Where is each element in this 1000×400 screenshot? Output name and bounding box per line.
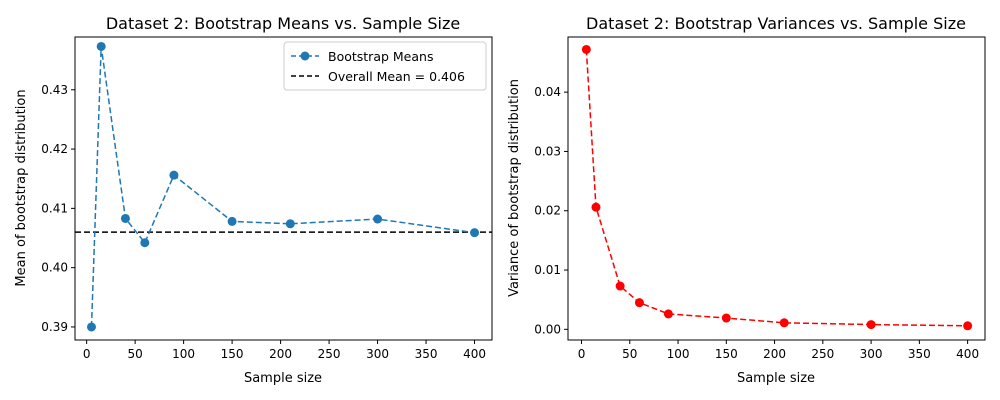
means-legend-box [283, 41, 487, 91]
variances-y-tick-label: 0.01 [534, 263, 561, 277]
means-chart: Dataset 2: Bootstrap Means vs. Sample Si… [14, 14, 493, 386]
variances-y-ticks: 0.00 0.01 0.02 0.03 0.04 [534, 85, 568, 336]
means-legend: Bootstrap Means Overall Mean = 0.406 [283, 41, 487, 91]
means-x-tick-label: 100 [172, 347, 195, 361]
means-data-point [285, 219, 295, 229]
variances-data-point [591, 202, 601, 212]
variances-y-tick-label: 0.00 [534, 322, 561, 336]
variances-data-point [581, 44, 591, 54]
variances-data-point [634, 298, 644, 308]
variances-plot-area [567, 36, 986, 341]
variances-x-tick-label: 0 [578, 347, 586, 361]
means-x-tick-label: 350 [415, 347, 438, 361]
means-x-ticks: 0 50 100 150 200 250 300 350 400 [83, 340, 486, 361]
variances-x-tick-label: 100 [667, 347, 690, 361]
variances-y-tick-label: 0.04 [534, 85, 561, 99]
variances-chart: Dataset 2: Bootstrap Variances vs. Sampl… [507, 14, 986, 386]
variances-x-tick-label: 150 [715, 347, 738, 361]
means-data-point [140, 238, 150, 248]
means-data-point [470, 228, 480, 238]
means-data-point [169, 170, 179, 180]
means-y-tick-label: 0.41 [41, 201, 68, 215]
variances-data-point [615, 281, 625, 291]
means-x-tick-label: 150 [221, 347, 244, 361]
means-x-tick-label: 400 [463, 347, 486, 361]
variances-x-tick-label: 250 [811, 347, 834, 361]
variances-data-point [663, 309, 673, 319]
variances-data-point [866, 320, 876, 330]
means-x-tick-label: 200 [269, 347, 292, 361]
means-y-tick-label: 0.42 [41, 142, 68, 156]
means-data-point [86, 322, 96, 332]
means-x-tick-label: 50 [127, 347, 142, 361]
variances-x-tick-label: 200 [763, 347, 786, 361]
variances-y-tick-label: 0.03 [534, 144, 561, 158]
means-y-tick-label: 0.39 [41, 320, 68, 334]
means-series-layer [75, 41, 492, 332]
variances-data-point [779, 318, 789, 328]
means-x-tick-label: 300 [366, 347, 389, 361]
means-data-point [96, 41, 106, 51]
variances-chart-title: Dataset 2: Bootstrap Variances vs. Sampl… [586, 14, 966, 33]
means-x-axis-label: Sample size [244, 371, 322, 386]
means-y-axis-label: Mean of bootstrap distribution [14, 89, 29, 286]
means-data-point [227, 216, 237, 226]
variances-data-point [963, 321, 973, 331]
means-y-ticks: 0.39 0.40 0.41 0.42 0.43 [41, 83, 75, 334]
variances-y-axis-label: Variance of bootstrap distribution [507, 79, 522, 297]
variances-y-tick-label: 0.02 [534, 204, 561, 218]
variances-x-tick-label: 50 [622, 347, 637, 361]
variances-x-ticks: 0 50 100 150 200 250 300 350 400 [578, 340, 979, 361]
means-chart-title: Dataset 2: Bootstrap Means vs. Sample Si… [106, 14, 460, 33]
legend-bootstrap-means-marker [300, 51, 310, 61]
variances-x-axis-label: Sample size [737, 371, 815, 386]
variances-x-tick-label: 400 [956, 347, 979, 361]
variances-x-tick-label: 350 [908, 347, 931, 361]
means-x-tick-label: 0 [83, 347, 91, 361]
legend-bootstrap-means-label: Bootstrap Means [328, 49, 433, 64]
variances-series-layer [581, 44, 973, 331]
legend-overall-mean-label: Overall Mean = 0.406 [328, 69, 465, 84]
means-data-point [373, 214, 383, 224]
means-x-tick-label: 250 [318, 347, 341, 361]
variances-x-tick-label: 300 [860, 347, 883, 361]
variances-data-point [721, 313, 731, 323]
means-data-point [120, 213, 130, 223]
means-plot-area [74, 36, 493, 341]
means-y-tick-label: 0.43 [41, 83, 68, 97]
means-y-tick-label: 0.40 [41, 261, 68, 275]
